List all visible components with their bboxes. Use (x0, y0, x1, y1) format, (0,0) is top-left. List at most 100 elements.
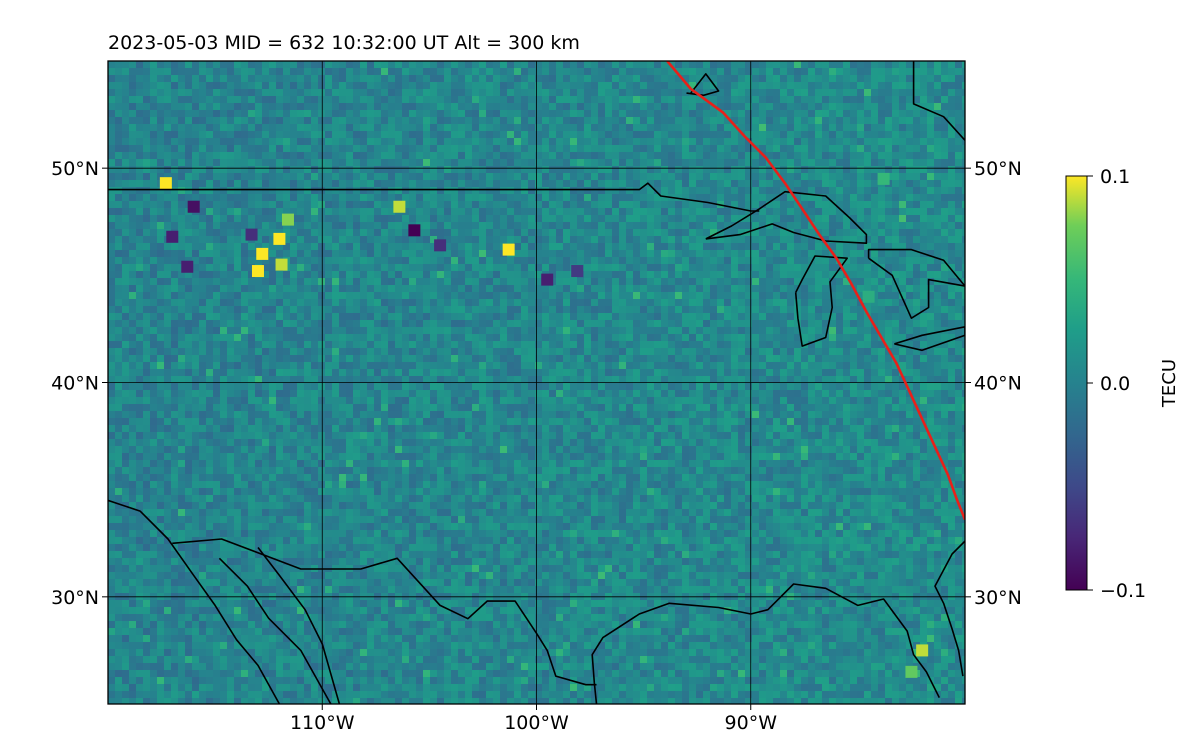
heatmap-cell (857, 124, 865, 132)
heatmap-cell (682, 201, 690, 209)
heatmap-cell (157, 173, 165, 181)
heatmap-cell (108, 292, 116, 300)
heatmap-cell (276, 110, 284, 118)
heatmap-cell (815, 68, 823, 76)
heatmap-cell (885, 264, 893, 272)
heatmap-cell (150, 82, 158, 90)
heatmap-cell (836, 124, 844, 132)
heatmap-cell (213, 264, 221, 272)
heatmap-cell (605, 159, 613, 167)
heatmap-cell (255, 299, 263, 307)
heatmap-cell (654, 285, 662, 293)
heatmap-cell (178, 313, 186, 321)
heatmap-cell (528, 320, 536, 328)
heatmap-cell (808, 250, 816, 258)
heatmap-cell (612, 236, 620, 244)
heatmap-cell (493, 131, 501, 139)
heatmap-cell (192, 159, 200, 167)
heatmap-cell (906, 201, 914, 209)
heatmap-cell (570, 110, 578, 118)
heatmap-cell (598, 278, 606, 286)
heatmap-cell (766, 124, 774, 132)
heatmap-cell (570, 334, 578, 342)
heatmap-cell (759, 131, 767, 139)
heatmap-cell (339, 236, 347, 244)
heatmap-cell (346, 89, 354, 97)
heatmap-cell (955, 110, 963, 118)
heatmap-cell (493, 250, 501, 258)
heatmap-cell (346, 306, 354, 314)
heatmap-cell (157, 166, 165, 174)
heatmap-cell (353, 145, 361, 153)
heatmap-cell (276, 243, 284, 251)
heatmap-cell (528, 264, 536, 272)
heatmap-cell (248, 215, 256, 223)
heatmap-cell (808, 313, 816, 321)
heatmap-cell (255, 131, 263, 139)
heatmap-cell (269, 292, 277, 300)
heatmap-cell (493, 187, 501, 195)
heatmap-cell (185, 243, 193, 251)
heatmap-cell (759, 159, 767, 167)
heatmap-cell (381, 215, 389, 223)
heatmap-cell (199, 159, 207, 167)
heatmap-cell (563, 187, 571, 195)
heatmap-cell (290, 103, 298, 111)
heatmap-cell (178, 215, 186, 223)
heatmap-cell (122, 131, 130, 139)
heatmap-cell (549, 243, 557, 251)
heatmap-cell (409, 278, 417, 286)
heatmap-cell (430, 117, 438, 125)
heatmap-cell (724, 334, 732, 342)
heatmap-cell (248, 208, 256, 216)
heatmap-cell (843, 173, 851, 181)
heatmap-cell (479, 96, 487, 104)
heatmap-cell (829, 327, 837, 335)
heatmap-cell (591, 208, 599, 216)
heatmap-cell (304, 222, 312, 230)
heatmap-cell (570, 222, 578, 230)
heatmap-cell (892, 124, 900, 132)
heatmap-cell (318, 103, 326, 111)
heatmap-cell (164, 103, 172, 111)
heatmap-cell (444, 327, 452, 335)
heatmap-cell (416, 187, 424, 195)
heatmap-cell (556, 320, 564, 328)
heatmap-cell (871, 194, 879, 202)
heatmap-cell (808, 222, 816, 230)
heatmap-cell (878, 194, 886, 202)
heatmap-cell (150, 243, 158, 251)
heatmap-cell (759, 264, 767, 272)
heatmap-cell (304, 110, 312, 118)
heatmap-cell (430, 152, 438, 160)
heatmap-cell (115, 96, 123, 104)
heatmap-cell (556, 208, 564, 216)
heatmap-cell (787, 180, 795, 188)
heatmap-cell (654, 229, 662, 237)
heatmap-cell (507, 341, 515, 349)
heatmap-cell (612, 159, 620, 167)
heatmap-cell (430, 68, 438, 76)
heatmap-cell (402, 229, 410, 237)
heatmap-cell (955, 173, 963, 181)
heatmap-cell (794, 159, 802, 167)
heatmap-cell (493, 271, 501, 279)
heatmap-cell (633, 299, 641, 307)
heatmap-cell (612, 278, 620, 286)
heatmap-cell (563, 250, 571, 258)
heatmap-cell (395, 82, 403, 90)
heatmap-cell (773, 75, 781, 83)
heatmap-cell (346, 117, 354, 125)
heatmap-cell (143, 103, 151, 111)
heatmap-cell (570, 166, 578, 174)
heatmap-cell (150, 131, 158, 139)
heatmap-cell (486, 292, 494, 300)
heatmap-cell (500, 75, 508, 83)
heatmap-cell (234, 327, 242, 335)
heatmap-cell (731, 313, 739, 321)
heatmap-cell (724, 194, 732, 202)
heatmap-cell (542, 194, 550, 202)
heatmap-cell (962, 103, 965, 111)
heatmap-cell (360, 75, 368, 83)
heatmap-cell (829, 159, 837, 167)
